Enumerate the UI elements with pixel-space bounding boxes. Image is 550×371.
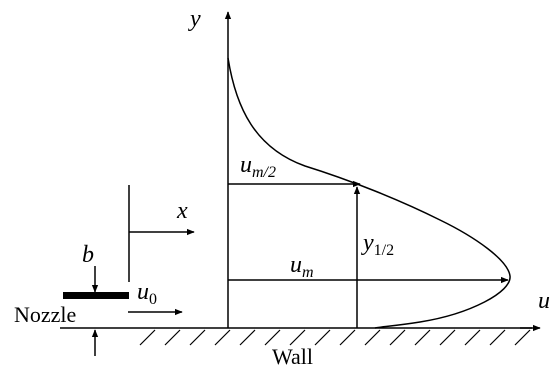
y-half-label: y1/2 [361,230,394,259]
y-half-base: y [361,230,374,256]
um-label: um [290,252,314,281]
um-half-label: um/2 [240,152,276,181]
nozzle-plate [63,292,129,299]
velocity-profile-curve [227,57,511,329]
u0-subscript: 0 [149,291,157,308]
x-axis-label: x [176,198,188,224]
um-subscript: m [302,264,314,281]
b-label: b [82,242,94,268]
um-half-subscript: m/2 [252,164,276,181]
wall-label: Wall [272,344,313,369]
u-axis-label: u [538,288,550,314]
u0-base: u [137,279,149,305]
u0-label: u0 [137,279,157,308]
y-half-subscript: 1/2 [374,242,394,259]
nozzle-label: Nozzle [14,302,76,327]
um-base: u [290,252,302,278]
y-axis-label: y [188,6,201,32]
um-half-base: u [240,152,252,178]
wall-hatching [139,329,531,346]
